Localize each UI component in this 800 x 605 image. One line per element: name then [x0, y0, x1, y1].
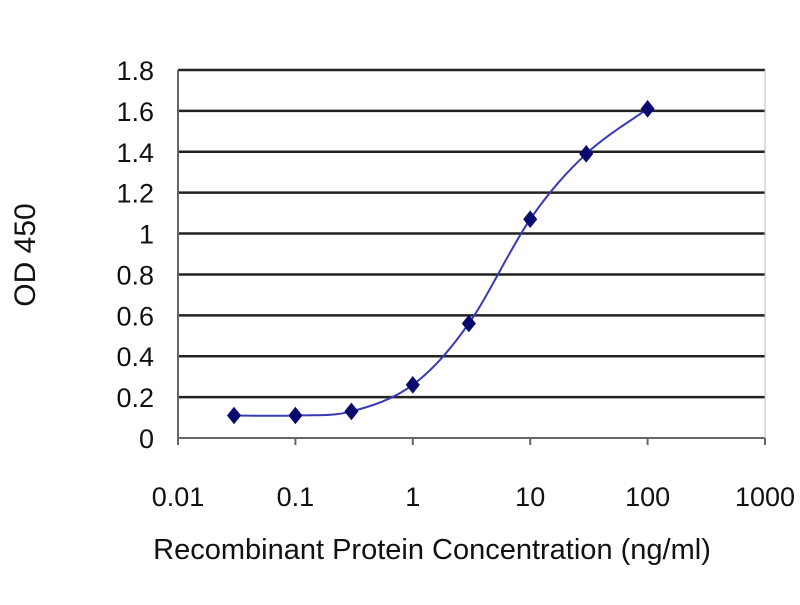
series [226, 100, 655, 425]
y-tick-label: 1.8 [116, 56, 154, 86]
x-tick-label: 0.1 [277, 482, 315, 512]
x-tick-label: 0.01 [152, 482, 205, 512]
data-point [640, 100, 655, 118]
y-tick-label: 1 [139, 220, 154, 250]
x-tick-label: 10 [515, 482, 545, 512]
axes [177, 70, 766, 445]
y-tick-label: 1.6 [116, 97, 154, 127]
data-point [344, 402, 359, 421]
y-tick-label: 0 [139, 424, 154, 454]
x-tick-label: 1000 [735, 482, 795, 512]
series-line [234, 108, 649, 417]
tick-labels: 0 0.2 0.4 0.6 0.8 1 1.2 1.4 1.6 1.8 0.01 0.1 1 10 100 1… [116, 56, 795, 512]
y-axis-label: OD 450 [9, 203, 42, 306]
y-tick-label: 0.6 [116, 301, 154, 331]
x-tick-label: 100 [625, 482, 670, 512]
y-tick-label: 0.8 [116, 260, 154, 290]
x-axis-label: Recombinant Protein Concentration (ng/ml… [153, 534, 711, 566]
y-tick-label: 0.4 [116, 342, 154, 372]
y-tick-label: 1.4 [116, 138, 154, 168]
data-point [579, 145, 594, 163]
y-tick-label: 1.2 [116, 179, 154, 209]
data-point [405, 376, 420, 394]
data-point [288, 406, 303, 425]
data-point [523, 210, 538, 229]
grid-lines [178, 68, 765, 399]
x-tick-label: 1 [405, 482, 420, 512]
y-tick-label: 0.2 [116, 383, 154, 413]
data-point [461, 314, 476, 333]
data-point [226, 406, 242, 425]
